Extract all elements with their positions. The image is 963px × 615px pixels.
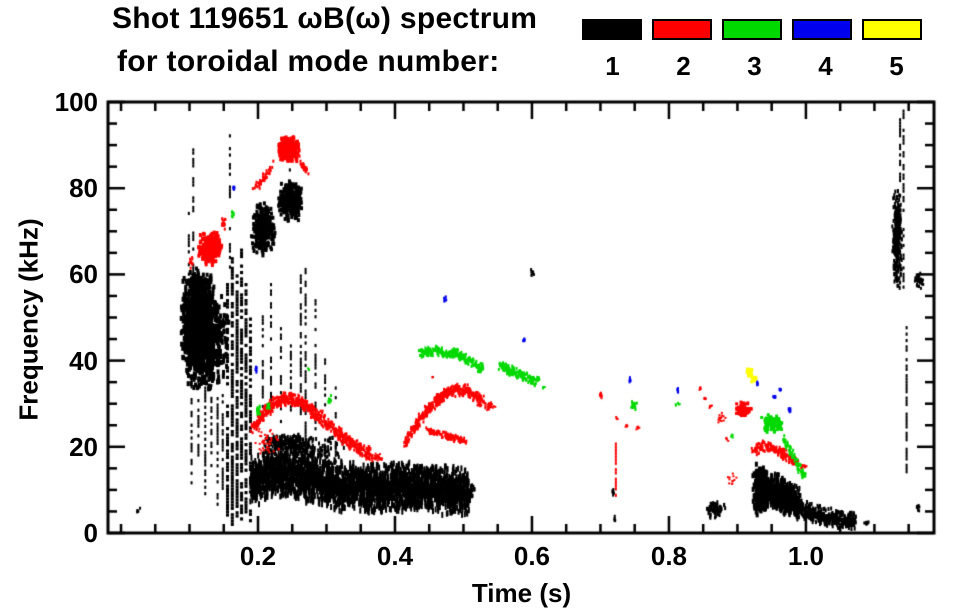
legend-mode-number: 4 [818, 51, 833, 81]
legend-swatches [582, 19, 922, 40]
y-axis-title: Frequency (kHz) [13, 218, 44, 421]
legend-swatch-mode-4 [792, 19, 852, 40]
x-tick-label: 1.0 [787, 541, 824, 571]
legend-swatch-mode-5 [862, 19, 922, 40]
y-tick-label: 0 [83, 518, 98, 548]
x-tick-label: 0.2 [239, 541, 277, 571]
y-tick-label: 60 [69, 259, 98, 290]
y-tick-label: 80 [69, 173, 98, 204]
legend-swatch-mode-3 [722, 19, 782, 40]
y-tick-label: 40 [69, 345, 98, 376]
legend-swatch-mode-2 [652, 19, 712, 40]
legend-mode-number: 1 [605, 51, 620, 81]
legend-mode-number: 2 [676, 51, 691, 81]
x-tick-label: 0.8 [650, 541, 688, 571]
legend-mode-numbers: 1 2 3 4 5 [582, 51, 927, 82]
legend-swatch-mode-1 [582, 19, 642, 40]
legend-mode-number: 5 [889, 51, 904, 81]
legend-mode-number: 3 [747, 51, 762, 81]
x-tick-label: 0.4 [376, 541, 414, 571]
chart-title: Shot 119651 ωB(ω) spectrum [112, 2, 538, 35]
x-axis-title: Time (s) [471, 578, 572, 608]
x-tick-label: 0.6 [513, 541, 551, 571]
y-tick-label: 100 [54, 87, 98, 117]
chart-subtitle: for toroidal mode number: [117, 45, 500, 78]
y-tick-label: 20 [69, 431, 98, 462]
